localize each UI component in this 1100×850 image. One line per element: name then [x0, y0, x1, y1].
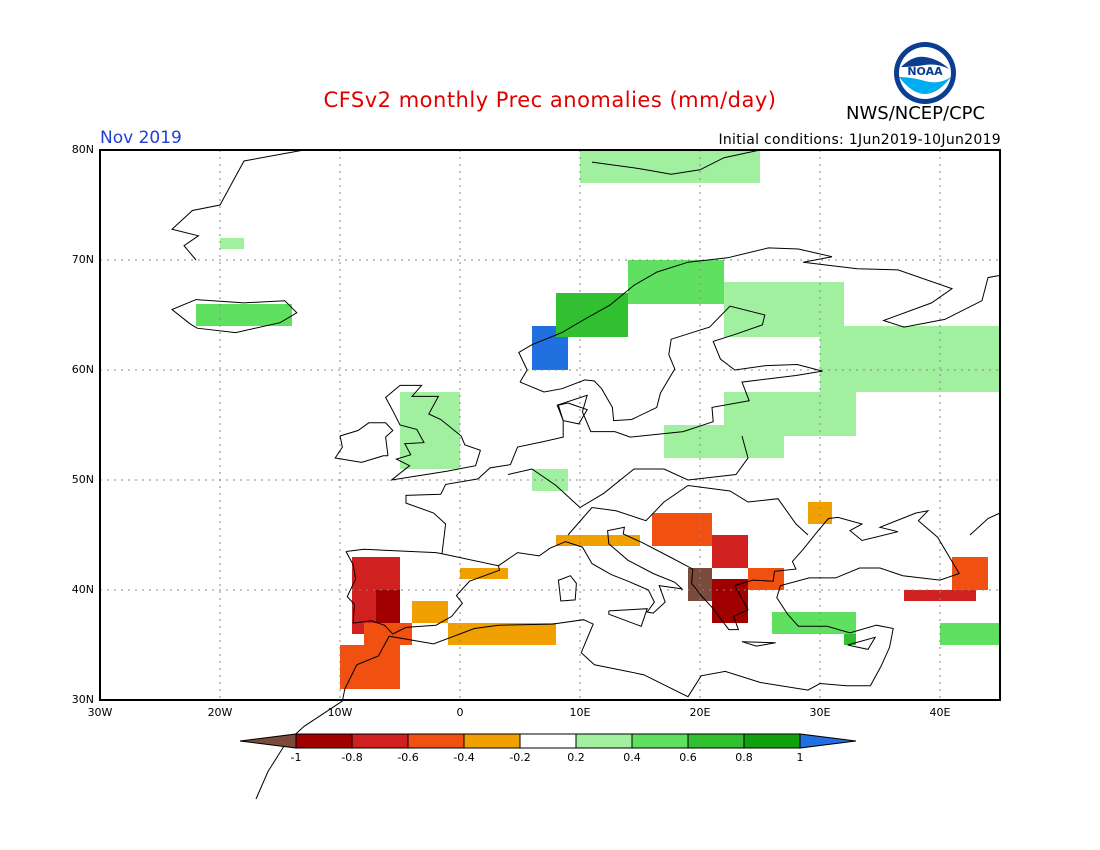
- noaa-logo: NOAA: [894, 42, 956, 104]
- colorbar-label: -0.6: [397, 751, 419, 764]
- colorbar-segment: [407, 733, 465, 749]
- valid-month-label: Nov 2019: [100, 128, 182, 148]
- coastline: [519, 305, 823, 422]
- coastline: [969, 512, 1001, 536]
- anomaly-cell: [712, 579, 748, 623]
- anomaly-cell: [952, 557, 988, 590]
- coastline: [608, 608, 648, 627]
- anomaly-cell: [364, 623, 412, 645]
- anomaly-cell: [712, 535, 748, 568]
- coastline: [507, 435, 749, 509]
- colorbar-segment: [687, 733, 745, 749]
- colorbar-high-arrow: [799, 733, 857, 749]
- anomaly-cell: [628, 260, 724, 304]
- graticule: [100, 150, 1000, 700]
- lon-tick-label: 10W: [327, 706, 353, 719]
- coastline: [847, 636, 877, 650]
- colorbar-label: -0.2: [509, 751, 531, 764]
- colorbar: [239, 733, 857, 749]
- lon-tick-label: 20W: [207, 706, 233, 719]
- colorbar-segment: [631, 733, 689, 749]
- coastline: [171, 299, 298, 334]
- chart-title: CFSv2 monthly Prec anomalies (mm/day): [323, 88, 777, 112]
- coastline: [170, 149, 305, 261]
- anomaly-cell: [664, 425, 784, 458]
- lat-tick-label: 60N: [71, 363, 94, 376]
- anomaly-cell: [940, 623, 1000, 645]
- lon-tick-label: 10E: [569, 706, 591, 719]
- coastline: [741, 641, 776, 647]
- logo-text: NOAA: [907, 65, 943, 78]
- lat-tick-label: 40N: [71, 583, 94, 596]
- colorbar-segment: [295, 733, 353, 749]
- anomaly-cell: [820, 326, 1000, 392]
- anomaly-cell: [220, 238, 244, 249]
- colorbar-low-arrow: [239, 733, 297, 749]
- colorbar-label: 1: [796, 751, 804, 764]
- anomaly-cell: [580, 150, 760, 183]
- lat-tick-label: 80N: [71, 143, 94, 156]
- lon-tick-label: 30E: [809, 706, 831, 719]
- anomaly-cell: [904, 590, 976, 601]
- anomaly-cell: [844, 634, 856, 645]
- colorbar-label: -1: [290, 751, 302, 764]
- anomaly-cell: [400, 392, 460, 469]
- anomaly-cell: [808, 502, 832, 524]
- anomaly-cell: [460, 568, 508, 579]
- coastlines: [170, 149, 1001, 800]
- coastline: [518, 247, 1001, 383]
- coastline: [334, 422, 394, 463]
- initial-conditions-label: Initial conditions: 1Jun2019-10Jun2019: [718, 132, 1001, 148]
- lon-tick-label: 40E: [929, 706, 951, 719]
- map-frame: [99, 149, 1001, 701]
- colorbar-label: 0.4: [623, 751, 641, 764]
- anomaly-cell: [748, 568, 784, 590]
- anomaly-cell: [196, 304, 292, 326]
- colorbar-segment: [575, 733, 633, 749]
- coastline: [384, 384, 482, 481]
- lat-tick-label: 50N: [71, 473, 94, 486]
- colorbar-label: 0.6: [679, 751, 697, 764]
- lat-tick-label: 30N: [71, 693, 94, 706]
- coastline: [345, 548, 501, 635]
- anomaly-cell: [652, 513, 712, 546]
- anomaly-cell: [340, 645, 400, 689]
- colorbar-segment: [351, 733, 409, 749]
- colorbar-label: -0.4: [453, 751, 475, 764]
- anomaly-cell: [376, 590, 400, 623]
- coastline: [567, 484, 809, 536]
- lon-tick-label: 20E: [689, 706, 711, 719]
- anomaly-cell: [412, 601, 448, 623]
- colorbar-segment: [519, 733, 577, 749]
- colorbar-segment: [463, 733, 521, 749]
- lat-tick-label: 70N: [71, 253, 94, 266]
- colorbar-label: 0.8: [735, 751, 753, 764]
- lon-tick-label: 0: [456, 706, 464, 719]
- anomaly-cells: [196, 150, 1000, 689]
- agency-label: NWS/NCEP/CPC: [846, 103, 986, 124]
- coastline: [557, 402, 588, 425]
- anomaly-cell: [556, 535, 640, 546]
- coastline: [498, 510, 960, 686]
- colorbar-label: 0.2: [567, 751, 585, 764]
- colorbar-segment: [743, 733, 801, 749]
- lon-tick-label: 30W: [87, 706, 113, 719]
- colorbar-label: -0.8: [341, 751, 363, 764]
- anomaly-cell: [448, 623, 556, 645]
- coastline: [557, 575, 577, 602]
